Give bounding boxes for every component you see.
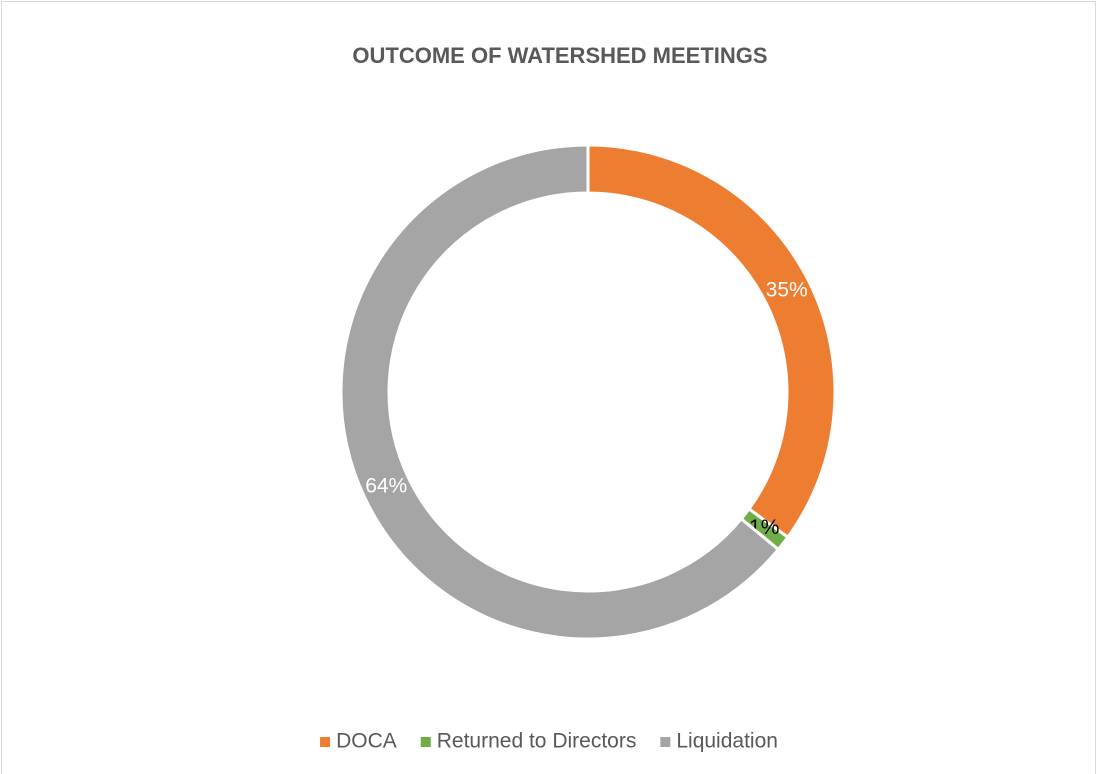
donut-slice <box>339 143 781 641</box>
chart-title: OUTCOME OF WATERSHED MEETINGS <box>352 43 767 68</box>
data-label: 64% <box>365 474 407 497</box>
data-label: 35% <box>766 278 808 301</box>
legend-swatch <box>320 737 331 747</box>
legend-swatch <box>660 737 671 747</box>
legend-label: DOCA <box>336 730 397 753</box>
legend-label: Returned to Directors <box>437 730 637 753</box>
legend-label: Liquidation <box>676 730 778 753</box>
legend-swatch <box>420 737 431 747</box>
